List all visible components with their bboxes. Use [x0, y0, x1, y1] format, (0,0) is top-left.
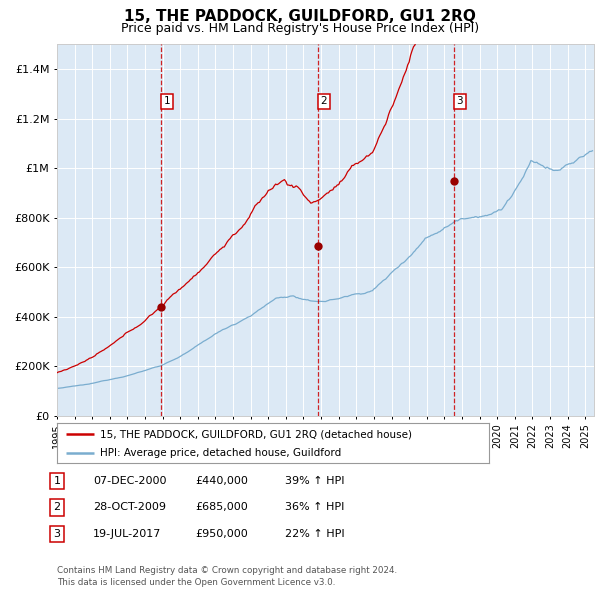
Text: 3: 3	[457, 96, 463, 106]
Text: 39% ↑ HPI: 39% ↑ HPI	[285, 476, 344, 486]
Text: Price paid vs. HM Land Registry's House Price Index (HPI): Price paid vs. HM Land Registry's House …	[121, 22, 479, 35]
Text: 3: 3	[53, 529, 61, 539]
Text: 07-DEC-2000: 07-DEC-2000	[93, 476, 167, 486]
Text: 2: 2	[53, 503, 61, 512]
Text: 36% ↑ HPI: 36% ↑ HPI	[285, 503, 344, 512]
Text: 15, THE PADDOCK, GUILDFORD, GU1 2RQ: 15, THE PADDOCK, GUILDFORD, GU1 2RQ	[124, 9, 476, 24]
Text: 1: 1	[164, 96, 170, 106]
Text: 19-JUL-2017: 19-JUL-2017	[93, 529, 161, 539]
Text: 1: 1	[53, 476, 61, 486]
Text: HPI: Average price, detached house, Guildford: HPI: Average price, detached house, Guil…	[100, 448, 341, 458]
Text: 28-OCT-2009: 28-OCT-2009	[93, 503, 166, 512]
Text: £950,000: £950,000	[195, 529, 248, 539]
Text: 2: 2	[321, 96, 328, 106]
Text: £440,000: £440,000	[195, 476, 248, 486]
Text: 15, THE PADDOCK, GUILDFORD, GU1 2RQ (detached house): 15, THE PADDOCK, GUILDFORD, GU1 2RQ (det…	[100, 430, 412, 440]
Text: £685,000: £685,000	[195, 503, 248, 512]
Text: Contains HM Land Registry data © Crown copyright and database right 2024.
This d: Contains HM Land Registry data © Crown c…	[57, 566, 397, 587]
Text: 22% ↑ HPI: 22% ↑ HPI	[285, 529, 344, 539]
